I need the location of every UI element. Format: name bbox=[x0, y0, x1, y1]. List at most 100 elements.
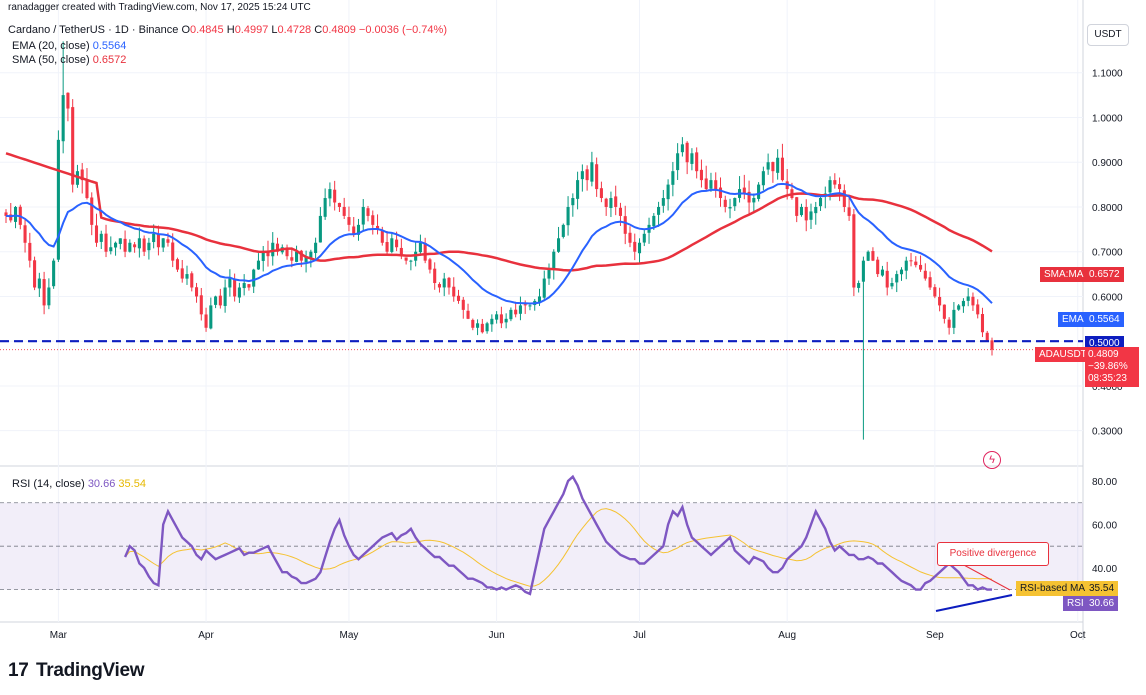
candle-body bbox=[828, 180, 832, 193]
price-tick-label: 1.0000 bbox=[1092, 113, 1123, 124]
close-value: 0.4809 bbox=[322, 24, 356, 36]
time-tick-label: Jun bbox=[489, 630, 505, 641]
candle-body bbox=[299, 250, 303, 261]
divergence-annotation[interactable]: Positive divergence bbox=[937, 542, 1049, 566]
rsi-tick-label: 40.00 bbox=[1092, 564, 1117, 575]
candle-body bbox=[528, 305, 532, 307]
candle-body bbox=[194, 287, 199, 297]
rsi-legend[interactable]: RSI (14, close) 30.66 35.54 bbox=[12, 478, 146, 490]
candle-body bbox=[871, 251, 875, 261]
candle-body bbox=[323, 198, 327, 217]
candle-body bbox=[461, 299, 465, 310]
candle-body bbox=[223, 287, 227, 306]
rsi-ma-tag: RSI-based MA bbox=[1016, 581, 1090, 596]
lightning-icon[interactable]: ϟ bbox=[983, 451, 1001, 469]
currency-button[interactable]: USDT bbox=[1087, 24, 1129, 46]
candle-body bbox=[947, 319, 951, 328]
tradingview-logo-icon: 17 bbox=[8, 660, 29, 681]
ema-legend[interactable]: EMA (20, close) 0.5564 bbox=[12, 40, 126, 52]
candle-body bbox=[13, 206, 18, 222]
candle-body bbox=[985, 332, 989, 342]
candle-body bbox=[623, 216, 627, 234]
candle-body bbox=[233, 279, 237, 297]
price-tick-label: 0.3000 bbox=[1092, 427, 1123, 438]
candle-body bbox=[938, 296, 942, 306]
candle-body bbox=[842, 190, 846, 207]
candle-body bbox=[771, 162, 775, 172]
candle-body bbox=[418, 242, 422, 253]
candle-body bbox=[652, 215, 656, 227]
candle-body bbox=[490, 318, 494, 325]
candle-body bbox=[333, 189, 337, 203]
candle-body bbox=[442, 278, 446, 288]
candle-body bbox=[718, 187, 723, 199]
candle-body bbox=[209, 305, 213, 329]
candle-body bbox=[204, 314, 208, 328]
candle-body bbox=[923, 270, 927, 279]
time-tick-label: Oct bbox=[1070, 630, 1086, 641]
symbol-row: Cardano / TetherUS · 1D · Binance O0.484… bbox=[8, 24, 447, 36]
candle-body bbox=[637, 242, 642, 254]
rsi-value: 30.66 bbox=[1085, 596, 1119, 611]
candle-body bbox=[928, 277, 932, 288]
sma-legend-label: SMA (50, close) bbox=[12, 54, 90, 66]
candle-body bbox=[542, 278, 546, 298]
candle-body bbox=[576, 180, 580, 199]
candle-body bbox=[509, 309, 513, 320]
candle-body bbox=[485, 323, 489, 332]
candle-body bbox=[447, 277, 451, 288]
sma-tag-label: SMA:MA bbox=[1044, 269, 1084, 280]
symbol-title[interactable]: Cardano / TetherUS · 1D · Binance bbox=[8, 24, 179, 36]
candle-body bbox=[890, 283, 894, 287]
candle-body bbox=[518, 305, 522, 314]
candle-body bbox=[885, 270, 889, 288]
candle-body bbox=[761, 171, 765, 186]
candle-body bbox=[547, 269, 551, 279]
candle-body bbox=[852, 214, 856, 288]
candle-body bbox=[437, 284, 441, 288]
candle-body bbox=[180, 268, 184, 279]
candle-body bbox=[804, 206, 808, 221]
candle-body bbox=[552, 251, 556, 270]
candle-body bbox=[404, 257, 408, 261]
candle-body bbox=[371, 215, 375, 225]
candle-body bbox=[961, 300, 965, 307]
candle-body bbox=[866, 251, 870, 261]
last-price-box: 0.4809 −39.86% 08:35:23 bbox=[1085, 347, 1139, 387]
candle-body bbox=[175, 259, 180, 270]
candle-body bbox=[242, 283, 246, 289]
candle-body bbox=[314, 242, 318, 254]
sma-legend[interactable]: SMA (50, close) 0.6572 bbox=[12, 54, 126, 66]
candle-body bbox=[557, 238, 561, 252]
candle-body bbox=[252, 269, 256, 287]
candle-body bbox=[504, 318, 508, 323]
candle-body bbox=[499, 314, 503, 324]
candle-body bbox=[33, 260, 37, 288]
candle-body bbox=[990, 340, 994, 350]
candle-body bbox=[261, 251, 265, 261]
candle-body bbox=[337, 202, 341, 207]
candle-body bbox=[957, 305, 961, 310]
candle-body bbox=[680, 144, 684, 153]
price-tick-label: 0.9000 bbox=[1092, 158, 1123, 169]
candle-body bbox=[295, 251, 299, 262]
candle-body bbox=[318, 215, 322, 243]
price-tick-label: 0.4000 bbox=[1092, 382, 1123, 393]
candle-body bbox=[733, 198, 737, 207]
candle-body bbox=[199, 295, 203, 315]
candle-body bbox=[618, 207, 623, 216]
rsi-tick-label: 80.00 bbox=[1092, 477, 1117, 488]
rsi-tick-label: 60.00 bbox=[1092, 520, 1117, 531]
candle-body bbox=[614, 196, 618, 207]
candle-body bbox=[818, 198, 823, 207]
candle-body bbox=[171, 242, 175, 261]
candle-body bbox=[390, 238, 394, 252]
tradingview-logo[interactable]: 17 TradingView bbox=[8, 660, 145, 682]
candle-body bbox=[599, 188, 603, 199]
candle-body bbox=[190, 273, 194, 288]
candle-body bbox=[380, 230, 384, 243]
candle-body bbox=[676, 153, 680, 171]
candle-body bbox=[71, 107, 75, 185]
ema-legend-value: 0.5564 bbox=[92, 40, 127, 52]
candle-body bbox=[328, 189, 332, 199]
